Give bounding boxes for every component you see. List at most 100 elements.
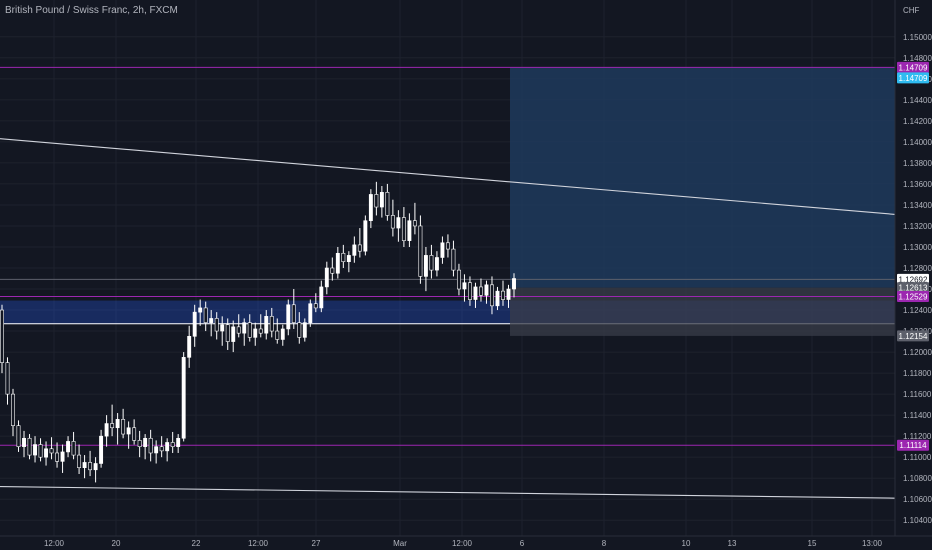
candle (143, 434, 148, 460)
candle-body (38, 444, 43, 458)
candle (170, 431, 175, 453)
candle-body (137, 440, 142, 447)
candle-body (451, 248, 456, 271)
candle-body (280, 328, 285, 340)
trendline (0, 138, 896, 215)
price-tick-label: 1.14200 (903, 117, 932, 126)
candle-body (115, 419, 120, 429)
price-tag: 1.11114 (897, 439, 929, 451)
candle (385, 183, 390, 221)
candle-body (363, 220, 368, 252)
candle-body (341, 252, 346, 262)
candle-body (302, 322, 307, 338)
candle-body (71, 441, 76, 456)
candle (412, 202, 417, 235)
candle-body (275, 330, 280, 340)
candle-body (495, 290, 500, 307)
time-tick-label: 15 (808, 539, 817, 548)
candle (468, 276, 472, 306)
price-tick-label: 1.13000 (903, 243, 932, 252)
candle-body (187, 336, 192, 358)
candle (176, 434, 181, 453)
price-tag-box (897, 439, 929, 451)
candle-body (33, 444, 37, 456)
price-tag-box (897, 72, 929, 84)
candle-body (423, 255, 428, 277)
price-tick-label: 1.10400 (903, 516, 932, 525)
candle-body (154, 446, 159, 454)
trendline (0, 486, 896, 499)
candle (264, 310, 269, 340)
candle (501, 280, 505, 306)
candle (225, 318, 230, 350)
candle (390, 199, 395, 237)
candle-body (99, 435, 104, 464)
candle-body (313, 303, 318, 309)
candle-body (479, 286, 483, 296)
candle-body (192, 311, 197, 337)
candle (71, 431, 76, 460)
candle-body (60, 451, 65, 462)
candle-body (308, 303, 313, 323)
time-tick-label: 27 (312, 539, 321, 548)
candle (291, 289, 296, 329)
time-tick-label: 13 (728, 539, 737, 548)
candle-body (440, 242, 445, 258)
price-tag-box (897, 282, 929, 294)
candle (198, 299, 203, 326)
candle-body (203, 307, 208, 323)
time-tick-label: 20 (112, 539, 121, 548)
candle (159, 436, 164, 458)
candles (0, 181, 516, 483)
stop-zone (510, 287, 895, 336)
candle-body (462, 282, 467, 290)
price-tick-label: 1.12000 (903, 348, 932, 357)
price-tick-label: 1.14000 (903, 138, 932, 147)
price-tick-label: 1.14400 (903, 96, 932, 105)
candle-body (11, 393, 15, 426)
price-tag-label: 1.12613 (899, 284, 928, 293)
time-tick-label: 6 (520, 539, 525, 548)
candle (286, 299, 291, 336)
candle (11, 388, 15, 437)
candle (66, 436, 71, 458)
price-tag: 1.12613 (897, 282, 929, 294)
candle-body (286, 304, 291, 330)
candle (280, 324, 285, 346)
candle (357, 228, 362, 258)
candle (60, 444, 65, 473)
candle (104, 415, 109, 447)
target-zone (510, 67, 895, 288)
candle (99, 429, 104, 468)
candle (93, 457, 98, 483)
candle (181, 352, 186, 442)
candle (77, 444, 82, 474)
candle-body (170, 442, 175, 447)
candle (275, 318, 280, 344)
candle-body (379, 192, 384, 208)
candle (423, 246, 428, 292)
time-axis[interactable] (0, 536, 932, 550)
candle-body (209, 318, 214, 323)
candle-body (22, 437, 26, 447)
candle (324, 261, 329, 295)
candle-body (412, 220, 417, 227)
candle (132, 419, 137, 445)
candle (401, 207, 406, 247)
candle-body (5, 362, 10, 395)
candle-body (501, 290, 505, 300)
candle-body (220, 324, 225, 332)
price-tag: 1.14709 (897, 72, 929, 84)
price-tick-label: 1.11000 (903, 453, 932, 462)
price-tag-box (897, 273, 929, 285)
candle-body (506, 288, 511, 300)
candle-body (374, 194, 379, 208)
candle (374, 181, 379, 216)
candle-body (110, 423, 115, 429)
candle (88, 450, 93, 477)
time-tick-label: 22 (192, 539, 201, 548)
price-tick-label: 1.14800 (903, 54, 932, 63)
candle-body (88, 462, 93, 471)
